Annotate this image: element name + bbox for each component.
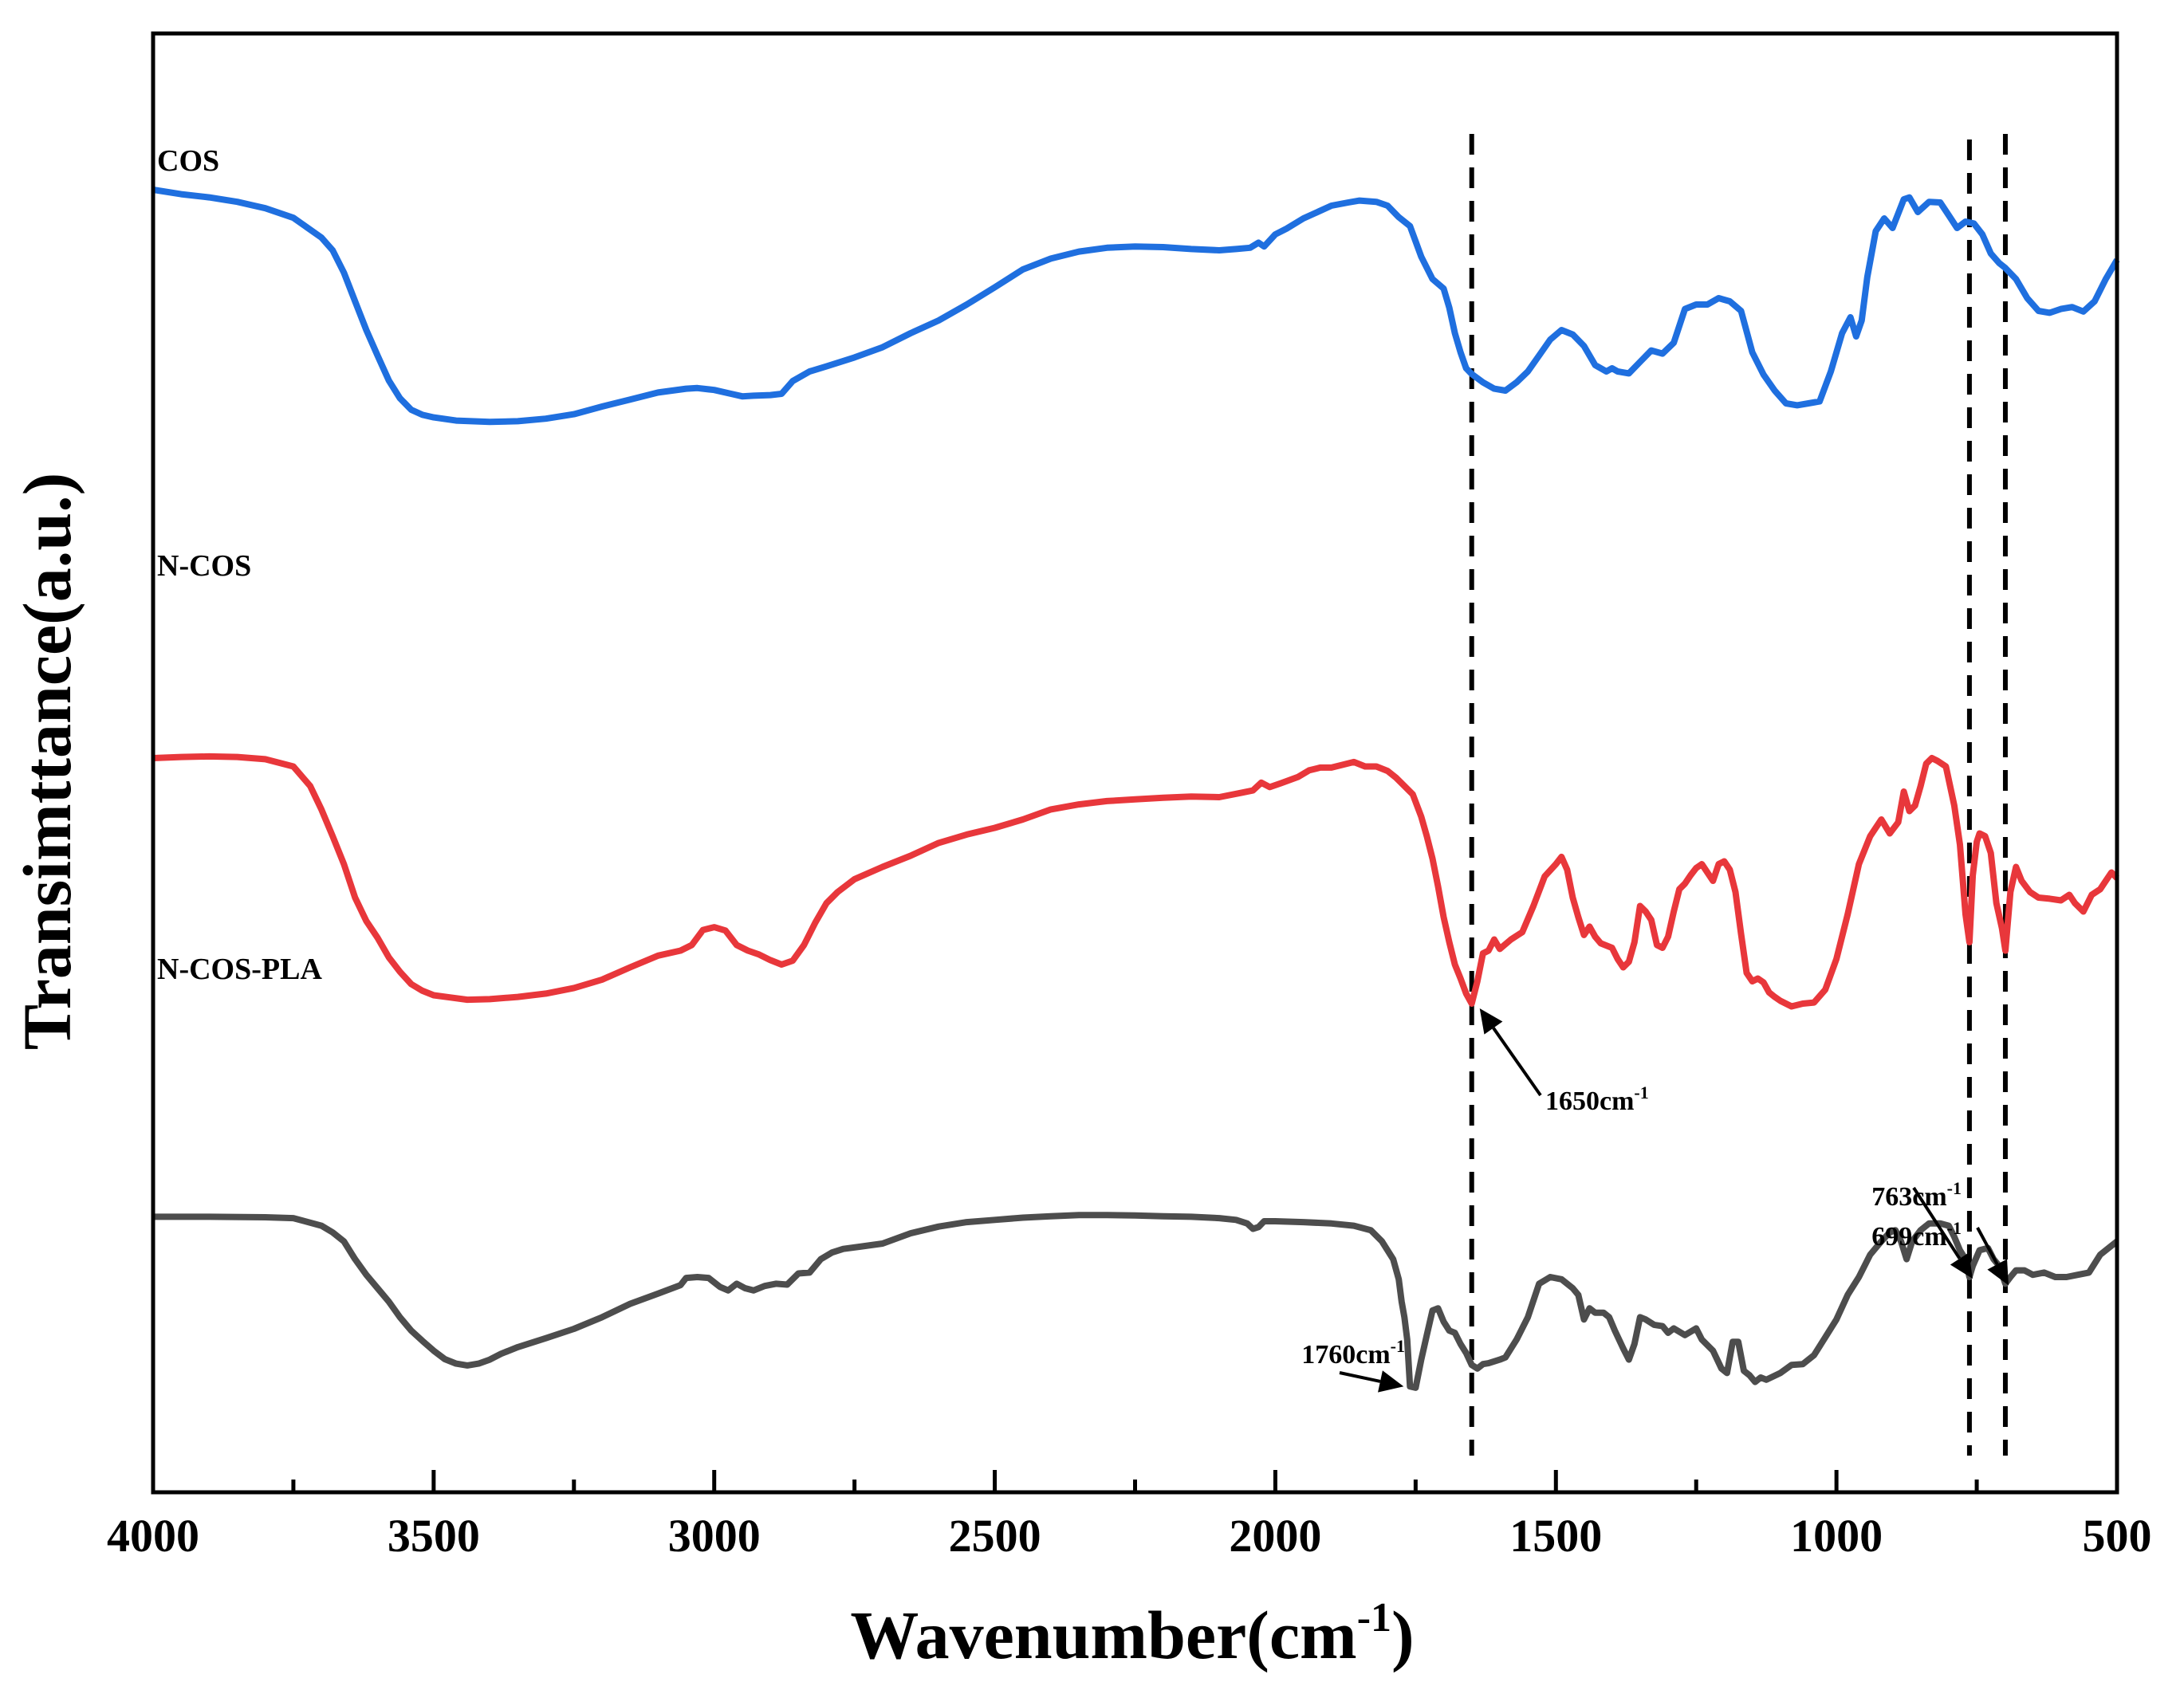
x-axis-label-close: ): [1391, 1597, 1415, 1673]
series-line-n-cos: [152, 753, 2119, 1010]
series-line-cos: [152, 187, 2120, 426]
annotation-label-text: 699cm: [1871, 1222, 1946, 1252]
x-tick-label: 2000: [1229, 1510, 1321, 1562]
x-tick-label: 500: [2083, 1510, 2152, 1562]
x-axis-label-sup: -1: [1357, 1595, 1391, 1641]
annotation-arrow-line: [1976, 1227, 1999, 1265]
annotation-label-text: 763cm: [1871, 1182, 1946, 1212]
series-line-n-cos-pla: [153, 1212, 2119, 1391]
annotation-label: 1650cm-1: [1545, 1083, 1649, 1116]
annotation-label-sup: -1: [1391, 1336, 1405, 1356]
y-axis-label: Transimttance(a.u.): [9, 473, 85, 1051]
annotation-arrow-head: [1950, 1252, 1973, 1279]
x-tick-label: 4000: [107, 1510, 199, 1562]
series-label-cos: COS: [157, 144, 219, 178]
series-label-n-cos: N-COS: [157, 549, 251, 583]
x-tick-label: 2500: [949, 1510, 1041, 1562]
annotation-label-sup: -1: [1947, 1218, 1962, 1238]
annotation-arrow-line: [1492, 1027, 1542, 1097]
x-axis-label-main: Wavenumber(cm: [850, 1597, 1356, 1673]
annotation-label: 699cm-1: [1871, 1218, 1962, 1252]
x-tick-label: 3500: [388, 1510, 480, 1562]
x-tick-label: 1000: [1790, 1510, 1883, 1562]
annotation-arrow-line: [1912, 1186, 1962, 1260]
annotation-label-text: 1760cm: [1301, 1340, 1390, 1370]
annotation-label-sup: -1: [1947, 1178, 1962, 1198]
plot-frame: [151, 31, 2119, 1495]
annotation-label-text: 1650cm: [1545, 1087, 1634, 1116]
annotation-arrow-head: [1987, 1259, 2009, 1286]
annotation-label-sup: -1: [1634, 1083, 1648, 1102]
annotation-label: 763cm-1: [1871, 1178, 1962, 1212]
x-axis-label: Wavenumber(cm-1): [850, 1595, 1414, 1673]
annotation-arrow-line: [1339, 1371, 1381, 1383]
series-label-n-cos-pla: N-COS-PLA: [157, 953, 322, 986]
annotation-arrow-head: [1378, 1370, 1404, 1393]
annotation-label: 1760cm-1: [1301, 1336, 1405, 1370]
annotation-arrow-head: [1479, 1008, 1503, 1035]
x-tick-label: 3000: [668, 1510, 761, 1562]
x-tick-label: 1500: [1509, 1510, 1602, 1562]
